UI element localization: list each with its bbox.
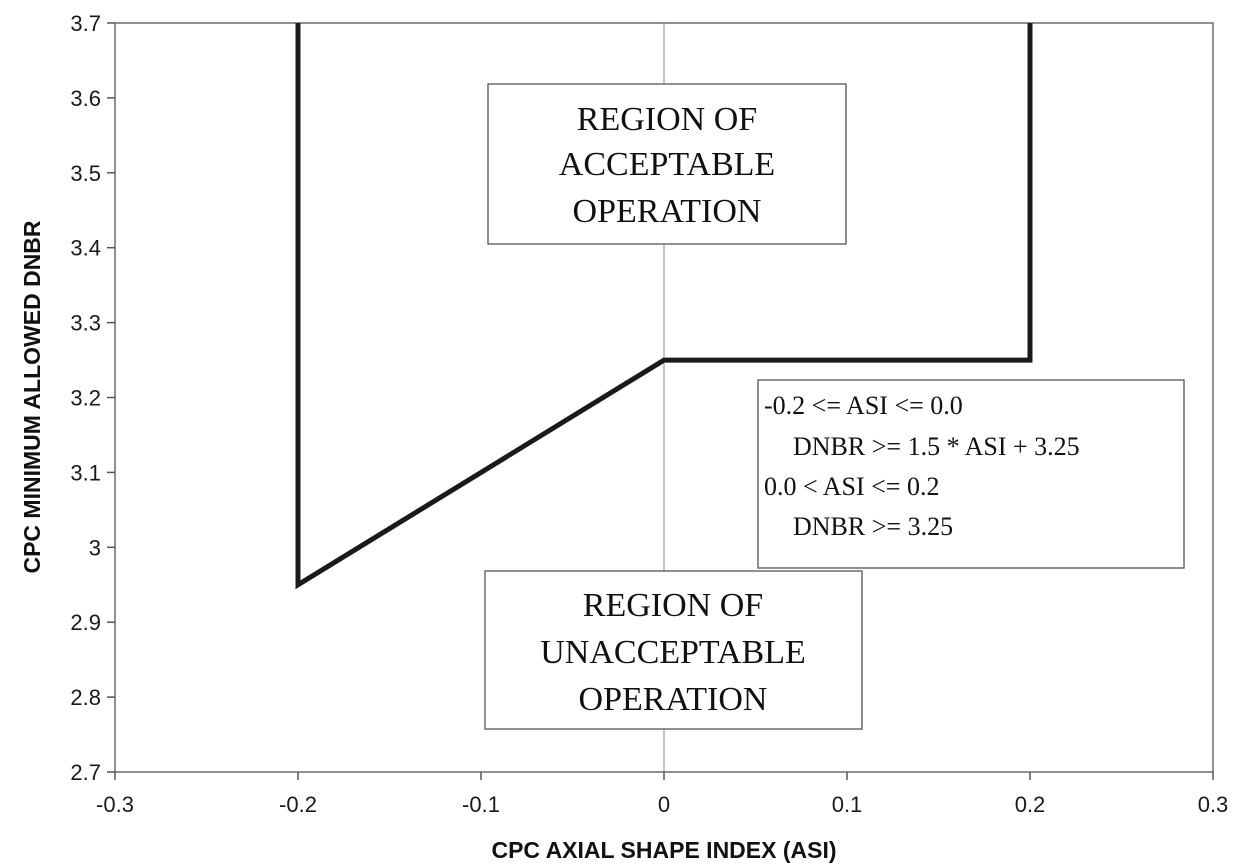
x-tick-label: -0.3 <box>96 792 134 817</box>
acceptable-region-line-1: REGION OF <box>577 101 757 138</box>
y-tick-label: 2.9 <box>70 610 101 635</box>
acceptable-region-line-3: OPERATION <box>573 193 762 230</box>
x-tick-label: 0 <box>658 792 670 817</box>
y-tick-label: 3.3 <box>70 311 101 336</box>
y-tick-label: 3.2 <box>70 386 101 411</box>
equation-box: -0.2 <= ASI <= 0.0 DNBR >= 1.5 * ASI + 3… <box>757 379 1185 569</box>
acceptable-region-label: REGION OF ACCEPTABLE OPERATION <box>487 83 847 245</box>
equation-line-1: -0.2 <= ASI <= 0.0 <box>764 391 963 420</box>
unacceptable-region-line-2: UNACCEPTABLE <box>540 634 806 671</box>
y-tick-label: 3.6 <box>70 86 101 111</box>
x-tick-label: 0.1 <box>832 792 863 817</box>
y-axis-ticks: 2.7 2.8 2.9 3 3.1 3.2 3.3 3.4 3.5 3.6 3.7 <box>70 11 115 785</box>
equation-line-4: DNBR >= 3.25 <box>793 512 953 541</box>
unacceptable-region-line-3: OPERATION <box>579 681 768 718</box>
unacceptable-region-label: REGION OF UNACCEPTABLE OPERATION <box>484 570 863 730</box>
unacceptable-region-box <box>484 570 863 730</box>
equation-line-3: 0.0 < ASI <= 0.2 <box>764 472 939 501</box>
y-tick-label: 3.5 <box>70 161 101 186</box>
y-tick-label: 2.7 <box>70 760 101 785</box>
equation-box-frame <box>757 379 1185 569</box>
y-tick-label: 3.4 <box>70 236 101 261</box>
y-tick-label: 3.7 <box>70 11 101 36</box>
equation-line-2: DNBR >= 1.5 * ASI + 3.25 <box>793 432 1080 461</box>
x-tick-label: -0.1 <box>462 792 500 817</box>
x-axis-ticks: -0.3 -0.2 -0.1 0 0.1 0.2 0.3 <box>96 772 1228 817</box>
y-tick-label: 2.8 <box>70 685 101 710</box>
unacceptable-region-line-1: REGION OF <box>583 587 763 624</box>
acceptable-region-box <box>487 83 847 245</box>
x-tick-label: 0.3 <box>1198 792 1229 817</box>
x-axis-title: CPC AXIAL SHAPE INDEX (ASI) <box>491 837 836 863</box>
y-axis-title: CPC MINIMUM ALLOWED DNBR <box>19 220 45 573</box>
x-tick-label: 0.2 <box>1015 792 1046 817</box>
acceptable-region-line-2: ACCEPTABLE <box>559 146 775 183</box>
y-tick-label: 3.1 <box>70 460 101 485</box>
dnbr-limit-line <box>295 23 1033 590</box>
x-tick-label: -0.2 <box>279 792 317 817</box>
y-tick-label: 3 <box>89 535 101 560</box>
